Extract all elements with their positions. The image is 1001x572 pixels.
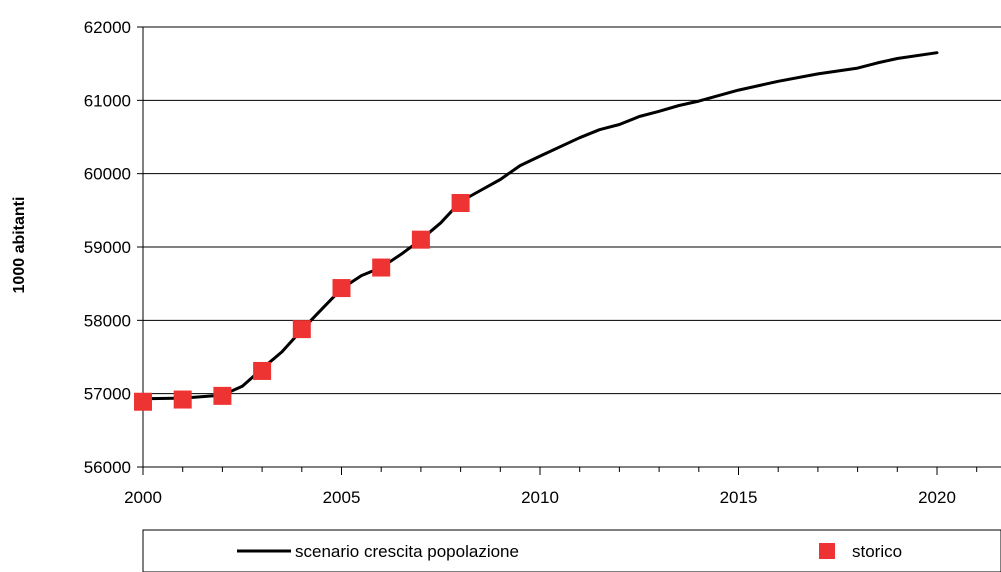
- x-tick-labels: 2000 2005 2010 2015 2020: [124, 488, 956, 507]
- axes: [137, 26, 1001, 475]
- legend-marker-swatch: [819, 543, 835, 559]
- y-tick-label-60000: 60000: [84, 165, 131, 184]
- y-axis-title: 1000 abitanti: [11, 197, 28, 294]
- markers: [134, 194, 470, 411]
- legend-box: [142, 529, 1001, 572]
- x-tick-label-2005: 2005: [323, 488, 361, 507]
- legend-label-storico: storico: [852, 542, 902, 561]
- y-tick-label-58000: 58000: [84, 311, 131, 330]
- legend-label-scenario: scenario crescita popolazione: [295, 542, 519, 561]
- y-tick-label-62000: 62000: [84, 18, 131, 37]
- gridlines: [143, 26, 1001, 395]
- y-tick-label-61000: 61000: [84, 91, 131, 110]
- y-tick-label-57000: 57000: [84, 385, 131, 404]
- y-tick-label-59000: 59000: [84, 238, 131, 257]
- y-tick-label-56000: 56000: [84, 458, 131, 477]
- marker-storico-2003: [253, 361, 272, 380]
- legend: scenario crescita popolazione storico: [142, 529, 1001, 572]
- series: [141, 51, 939, 401]
- series-line-scenario: [141, 51, 939, 401]
- marker-storico-2007: [411, 230, 430, 249]
- y-tick-labels: 56000 57000 58000 59000 60000 61000 62000: [84, 18, 131, 477]
- x-tick-label-2010: 2010: [521, 488, 559, 507]
- marker-storico-2006: [372, 258, 391, 277]
- x-tick-label-2020: 2020: [918, 488, 956, 507]
- marker-storico-2004: [292, 320, 311, 339]
- marker-storico-2005: [332, 279, 351, 298]
- x-tick-label-2000: 2000: [124, 488, 162, 507]
- x-tick-label-2015: 2015: [720, 488, 758, 507]
- marker-storico-2002: [213, 386, 232, 405]
- marker-storico-2000: [134, 392, 152, 411]
- marker-storico-2008: [451, 194, 470, 212]
- marker-storico-2001: [173, 390, 192, 409]
